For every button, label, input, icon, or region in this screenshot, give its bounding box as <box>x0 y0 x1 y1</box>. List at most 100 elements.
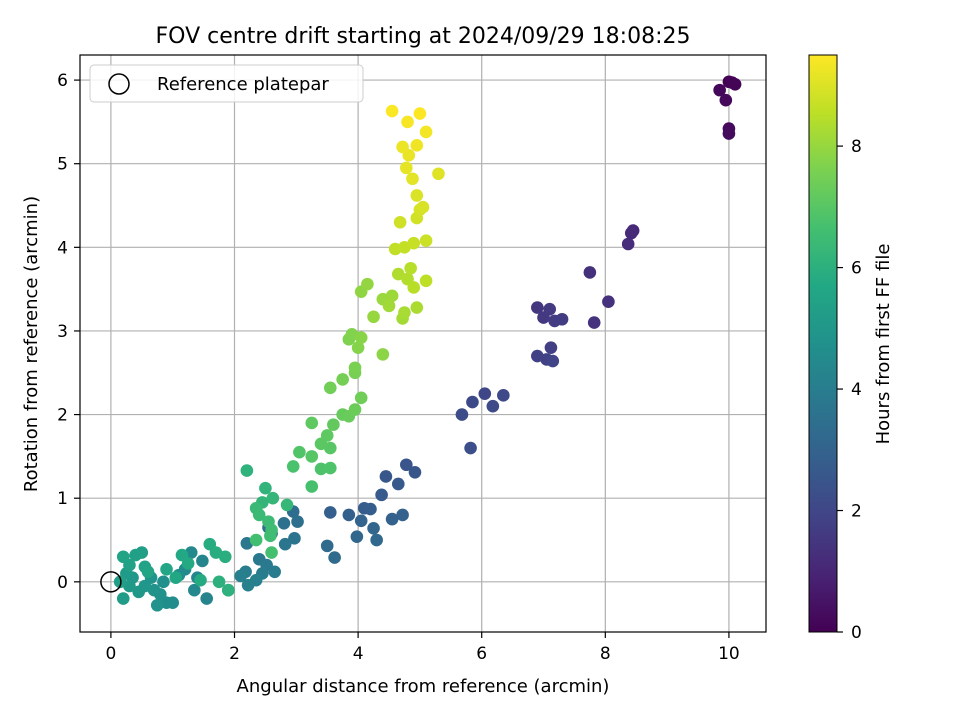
data-point <box>370 533 383 547</box>
reference-point <box>100 571 122 593</box>
data-point <box>391 267 405 281</box>
data-point <box>327 418 340 431</box>
data-point <box>160 562 173 576</box>
data-point <box>367 522 380 535</box>
data-point <box>385 289 399 303</box>
data-point <box>351 341 365 354</box>
data-point <box>543 302 556 316</box>
x-tick-label: 10 <box>718 644 740 664</box>
data-point <box>323 381 337 395</box>
data-point <box>305 450 319 463</box>
data-point <box>621 237 635 251</box>
x-tick-label: 6 <box>476 644 487 664</box>
data-point <box>379 470 393 483</box>
data-point <box>432 167 445 181</box>
data-point <box>385 512 399 526</box>
data-point <box>722 127 736 140</box>
data-point <box>361 277 374 291</box>
data-point <box>400 458 413 472</box>
y-tick-label: 4 <box>57 238 68 258</box>
y-axis-label: Rotation from reference (arcmin) <box>21 196 42 492</box>
x-tick-label: 4 <box>353 644 364 664</box>
data-point <box>234 569 247 583</box>
data-point <box>320 429 334 442</box>
y-tick-label: 6 <box>57 71 68 91</box>
data-point <box>249 533 263 547</box>
data-point <box>265 546 278 559</box>
data-point <box>157 575 170 589</box>
colorbar-tick-label: 2 <box>851 502 862 522</box>
data-point <box>404 261 417 275</box>
data-point <box>259 481 272 495</box>
data-point <box>196 554 209 568</box>
data-point <box>396 140 409 154</box>
x-axis-ticks: 0 2 4 6 8 10 <box>105 632 740 664</box>
colorbar-tick-label: 0 <box>851 623 862 643</box>
data-point <box>252 508 266 522</box>
data-point <box>497 389 510 402</box>
legend-marker-reference <box>108 73 130 95</box>
data-point <box>277 516 291 530</box>
data-point <box>419 234 433 247</box>
data-point <box>280 498 294 512</box>
colorbar-ticks: 0 2 4 6 8 <box>837 137 862 643</box>
colorbar-label: Hours from first FF file <box>873 244 894 445</box>
data-point <box>314 462 328 476</box>
data-point <box>400 161 413 175</box>
data-point <box>410 139 424 152</box>
data-point <box>188 583 201 597</box>
data-point <box>408 465 422 479</box>
data-point <box>194 573 207 587</box>
data-point <box>546 354 560 368</box>
data-point <box>116 550 130 564</box>
data-point <box>544 341 558 354</box>
data-point <box>348 361 362 375</box>
data-point <box>713 83 726 97</box>
data-point <box>320 539 334 553</box>
data-point <box>266 491 280 505</box>
colorbar-tick-label: 6 <box>851 259 862 279</box>
data-point <box>181 557 195 570</box>
data-point <box>323 461 337 475</box>
y-tick-label: 0 <box>57 573 68 593</box>
legend: Reference platepar <box>89 64 364 103</box>
data-point <box>150 598 164 612</box>
data-point <box>410 301 424 314</box>
data-point <box>382 299 396 313</box>
data-point <box>385 104 399 118</box>
data-point <box>376 348 390 361</box>
chart-title: FOV centre drift starting at 2024/09/29 … <box>156 24 691 49</box>
x-tick-label: 8 <box>600 644 611 664</box>
data-point <box>407 281 421 294</box>
data-point <box>169 571 183 584</box>
data-point <box>407 236 421 250</box>
data-point <box>354 514 368 528</box>
data-point <box>305 416 319 430</box>
data-point <box>241 578 255 592</box>
data-point <box>396 508 409 522</box>
data-point <box>328 551 341 564</box>
data-point <box>305 480 319 493</box>
plot-frame <box>79 54 767 633</box>
data-point <box>212 575 226 589</box>
data-point <box>200 592 213 605</box>
data-point <box>375 488 388 502</box>
colorbar <box>808 54 838 633</box>
data-point <box>348 403 362 416</box>
data-point <box>132 585 146 599</box>
data-point <box>222 583 235 597</box>
data-point <box>391 477 405 491</box>
data-point <box>583 266 597 279</box>
data-point <box>342 508 356 522</box>
colorbar-tick-label: 8 <box>851 137 862 157</box>
data-point <box>367 310 380 324</box>
data-point <box>288 532 301 545</box>
y-axis-ticks: 0 1 2 3 4 5 6 <box>57 71 80 593</box>
data-point <box>555 312 569 326</box>
data-points <box>100 75 742 612</box>
data-point <box>478 387 492 400</box>
data-point <box>419 274 433 288</box>
data-point <box>336 373 349 386</box>
x-tick-label: 2 <box>229 644 240 664</box>
